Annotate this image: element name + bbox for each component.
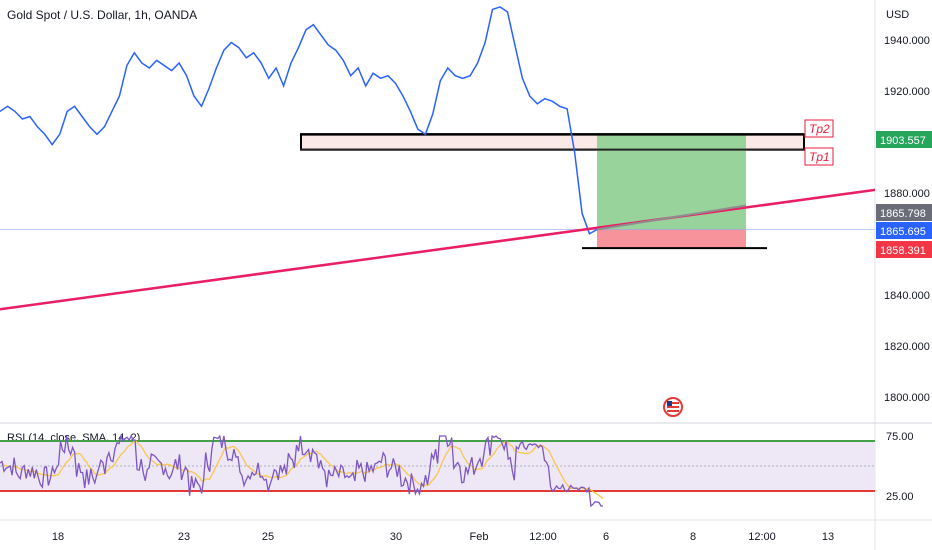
currency-label: USD bbox=[886, 9, 909, 21]
price-badge bbox=[876, 204, 932, 221]
risk-reward-diagonal bbox=[596, 204, 747, 231]
chart-title: Gold Spot / U.S. Dollar, 1h, OANDA bbox=[7, 8, 198, 22]
rsi-tick-75: 75.00 bbox=[886, 431, 914, 443]
price-tick-label: 1800.000 bbox=[884, 392, 930, 404]
price-tick-label: 1920.000 bbox=[884, 86, 930, 98]
price-badge-label: 1903.557 bbox=[880, 135, 926, 147]
price-badge bbox=[876, 241, 932, 258]
time-tick-label: 13 bbox=[822, 531, 834, 543]
profit-zone[interactable] bbox=[597, 132, 746, 230]
tp2-label-box[interactable] bbox=[804, 119, 834, 138]
tp2-label: Tp2 bbox=[809, 122, 830, 136]
price-tick-label: 1820.000 bbox=[884, 341, 930, 353]
price-tick-label: 1940.000 bbox=[884, 35, 930, 47]
time-tick-label: 25 bbox=[262, 531, 274, 543]
rsi-tick-25: 25.00 bbox=[886, 491, 914, 503]
time-axis[interactable]: 18 23 25 30 Feb 12:00 6 8 12:00 13 bbox=[52, 531, 834, 543]
time-tick-label: 12:00 bbox=[748, 531, 776, 543]
price-badge bbox=[876, 222, 932, 239]
time-tick-label: 12:00 bbox=[529, 531, 557, 543]
tp1-label-box[interactable] bbox=[804, 147, 834, 166]
us-flag-event-icon[interactable] bbox=[663, 397, 683, 417]
price-badge-label: 1865.798 bbox=[880, 208, 926, 220]
trendline[interactable] bbox=[0, 188, 876, 311]
price-badge-label: 1858.391 bbox=[880, 245, 926, 257]
time-tick-label: 18 bbox=[52, 531, 64, 543]
time-tick-label: Feb bbox=[470, 531, 489, 543]
price-tick-label: 1840.000 bbox=[884, 290, 930, 302]
price-series bbox=[0, 6, 598, 235]
time-tick-label: 23 bbox=[178, 531, 190, 543]
time-tick-label: 6 bbox=[603, 531, 609, 543]
price-tick-label: 1880.000 bbox=[884, 188, 930, 200]
loss-zone[interactable] bbox=[597, 229, 746, 249]
tp1-label: Tp1 bbox=[809, 150, 830, 164]
time-tick-label: 8 bbox=[690, 531, 696, 543]
time-tick-label: 30 bbox=[390, 531, 402, 543]
rsi-line bbox=[0, 433, 603, 508]
price-badge bbox=[876, 131, 932, 148]
price-badge-label: 1865.695 bbox=[880, 226, 926, 238]
